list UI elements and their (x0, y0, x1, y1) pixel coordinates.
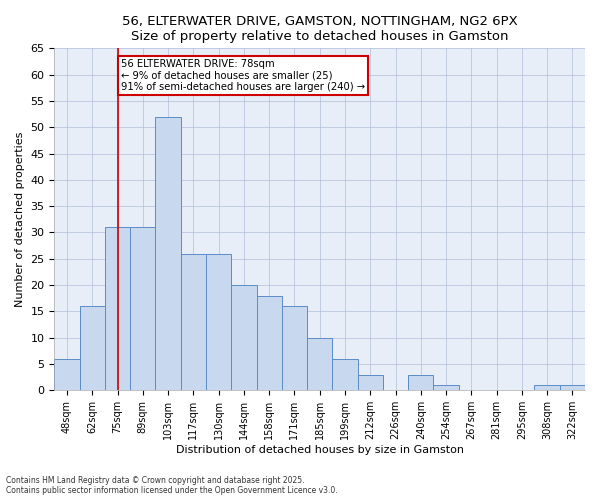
Bar (231, 285, 257, 391)
Bar (181, 254, 206, 390)
Bar (408, 374, 433, 390)
Bar (433, 385, 458, 390)
Bar (307, 338, 332, 390)
Bar (105, 227, 130, 390)
Bar (55, 359, 80, 390)
Text: Contains HM Land Registry data © Crown copyright and database right 2025.
Contai: Contains HM Land Registry data © Crown c… (6, 476, 338, 495)
X-axis label: Distribution of detached houses by size in Gamston: Distribution of detached houses by size … (176, 445, 464, 455)
Bar (80, 306, 105, 390)
Bar (206, 254, 231, 390)
Bar (282, 306, 307, 390)
Title: 56, ELTERWATER DRIVE, GAMSTON, NOTTINGHAM, NG2 6PX
Size of property relative to : 56, ELTERWATER DRIVE, GAMSTON, NOTTINGHA… (122, 15, 518, 43)
Bar (130, 227, 155, 390)
Y-axis label: Number of detached properties: Number of detached properties (15, 132, 25, 307)
Bar (332, 359, 358, 390)
Bar (155, 116, 181, 390)
Text: 56 ELTERWATER DRIVE: 78sqm
← 9% of detached houses are smaller (25)
91% of semi-: 56 ELTERWATER DRIVE: 78sqm ← 9% of detac… (121, 59, 365, 92)
Bar (535, 385, 560, 390)
Bar (257, 296, 282, 390)
Bar (560, 385, 585, 390)
Bar (358, 374, 383, 390)
